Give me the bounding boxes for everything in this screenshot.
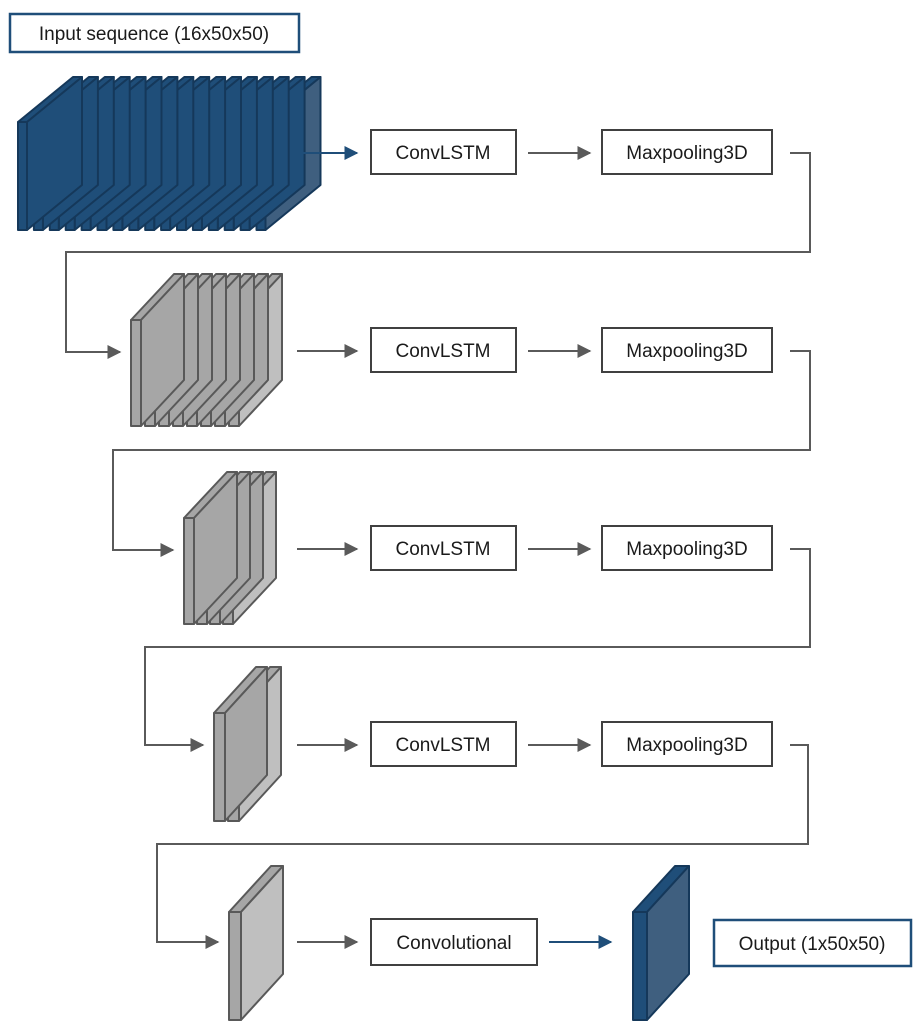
feature-stack-1 — [130, 273, 283, 427]
convlstm-box-1: ConvLSTM — [370, 129, 517, 175]
slab-front — [130, 319, 142, 427]
convlstm-box-3: ConvLSTM — [370, 525, 517, 571]
slab-front — [228, 911, 242, 1021]
input-tensor-stack — [17, 76, 322, 231]
slab-front — [17, 121, 28, 231]
maxpooling-box-4: Maxpooling3D — [601, 721, 773, 767]
connector — [65, 152, 811, 359]
convolutional-label: Convolutional — [396, 933, 511, 954]
slab-side — [240, 865, 284, 1021]
connector — [156, 744, 809, 949]
output-text: Output (1x50x50) — [739, 934, 886, 955]
convlstm-box-2: ConvLSTM — [370, 327, 517, 373]
output-tensor — [632, 865, 690, 1021]
convlstm-label-4: ConvLSTM — [395, 735, 490, 756]
convlstm-label-2: ConvLSTM — [395, 341, 490, 362]
slab-front — [213, 712, 226, 822]
output-label: Output (1x50x50) — [712, 918, 913, 968]
maxpooling-box-1: Maxpooling3D — [601, 129, 773, 175]
feature-stack-3 — [213, 666, 282, 822]
convlstm-label-3: ConvLSTM — [395, 539, 490, 560]
maxpooling-label-4: Maxpooling3D — [626, 735, 747, 756]
connector — [112, 350, 811, 557]
feature-stack-2 — [183, 471, 277, 625]
convlstm-label-1: ConvLSTM — [395, 143, 490, 164]
convlstm-box-4: ConvLSTM — [370, 721, 517, 767]
slab-front — [183, 517, 195, 625]
maxpooling-box-2: Maxpooling3D — [601, 327, 773, 373]
input-sequence-label: Input sequence (16x50x50) — [8, 12, 301, 54]
maxpooling-box-3: Maxpooling3D — [601, 525, 773, 571]
maxpooling-label-2: Maxpooling3D — [626, 341, 747, 362]
connector — [144, 548, 811, 752]
maxpooling-label-3: Maxpooling3D — [626, 539, 747, 560]
input-sequence-text: Input sequence (16x50x50) — [39, 24, 269, 45]
maxpooling-label-1: Maxpooling3D — [626, 143, 747, 164]
slab-front — [632, 911, 648, 1021]
feature-stack-4 — [228, 865, 284, 1021]
convolutional-box: Convolutional — [370, 918, 538, 966]
